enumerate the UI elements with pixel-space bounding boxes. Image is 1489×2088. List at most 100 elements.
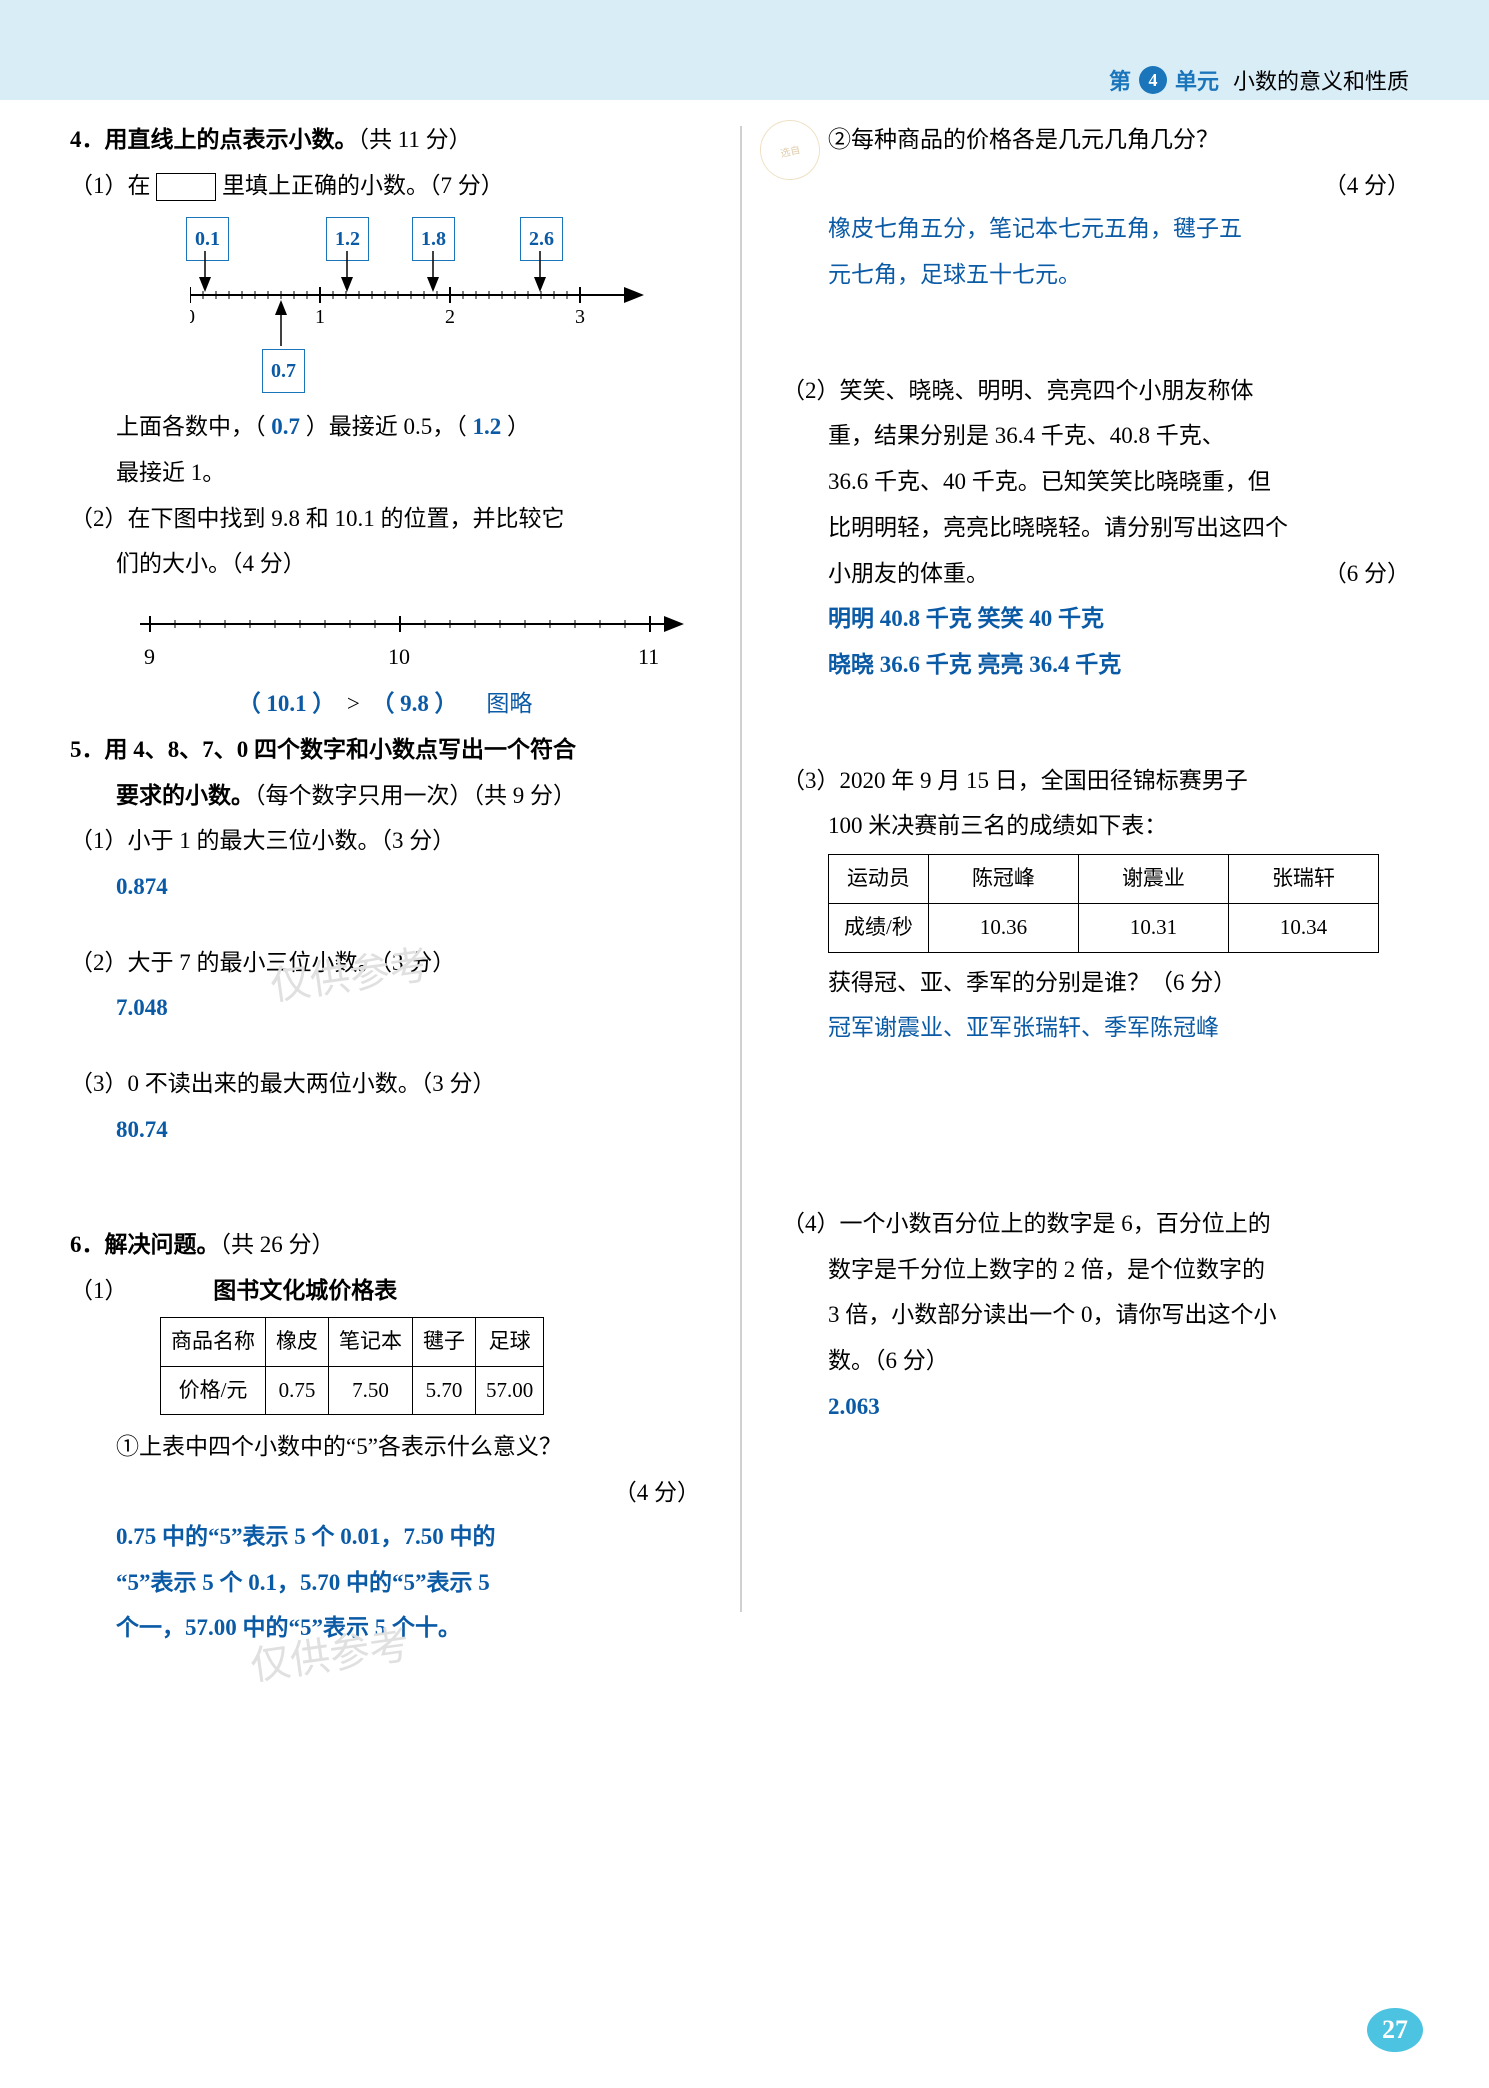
q5-title-1: 5．用 4、8、7、0 四个数字和小数点写出一个符合 [70, 728, 700, 772]
q6-p1-label: （1） 图书文化城价格表 [70, 1269, 700, 1313]
number-line-1: 0.1 1.2 1.8 2.6 [190, 217, 660, 397]
svg-text:2: 2 [445, 306, 455, 328]
page: 第 4 单元 小数的意义和性质 选自 4．用直线上的点表示小数。（共 11 分）… [0, 0, 1489, 2088]
q4-p1-conclusion-1: 上面各数中，（ 0.7 ）最接近 0.5，（ 1.2 ） [70, 405, 700, 449]
two-column-layout: 4．用直线上的点表示小数。（共 11 分） （1）在 里填上正确的小数。（7 分… [70, 118, 1410, 1652]
q4-note: 图略 [486, 691, 532, 716]
q6-p2-l5: 小朋友的体重。 （6 分） [782, 552, 1410, 596]
q4-p2-answer: （ 10.1 ） > （ 9.8 ） 图略 [70, 682, 700, 726]
svg-text:3: 3 [575, 306, 585, 328]
q4-points: （共 11 分） [358, 127, 472, 152]
td-price-label: 价格/元 [161, 1366, 266, 1415]
th-xie: 谢震业 [1078, 854, 1228, 903]
q4-ans1: 0.7 [271, 414, 300, 439]
td-price-4: 57.00 [476, 1366, 544, 1415]
q4-title-text: 4．用直线上的点表示小数。 [70, 127, 358, 152]
q6-p2-l4: 比明明轻，亮亮比晓晓轻。请分别写出这四个 [782, 506, 1410, 550]
unit-pre: 第 [1109, 64, 1131, 96]
price-table: 商品名称 橡皮 笔记本 毽子 足球 价格/元 0.75 7.50 5.70 57… [160, 1317, 544, 1416]
q5-a2: 7.048 [70, 986, 700, 1030]
table-row: 运动员 陈冠峰 谢震业 张瑞轩 [828, 854, 1378, 903]
nl1-box-bottom: 0.7 [262, 349, 305, 393]
td-price-1: 0.75 [266, 1366, 329, 1415]
nl2-label-10: 10 [388, 636, 410, 678]
q6-p4-l4: 数。（6 分） [782, 1339, 1410, 1383]
price-table-title: 图书文化城价格表 [213, 1278, 397, 1303]
blank-box-icon [156, 173, 216, 201]
q6-title: 6．解决问题。（共 26 分） [70, 1223, 700, 1267]
q4-cmp-left: （ 10.1 ） [238, 691, 336, 716]
page-number: 27 [1367, 2008, 1423, 2052]
q6-p4-l2: 数字是千分位上数字的 2 倍，是个位数字的 [782, 1248, 1410, 1292]
q5-p1: （1）小于 1 的最大三位小数。（3 分） [70, 819, 700, 863]
q6-p3-a: 冠军谢震业、亚军张瑞轩、季军陈冠峰 [782, 1006, 1410, 1050]
th-eraser: 橡皮 [266, 1317, 329, 1366]
q4-cmp-right: （ 9.8 ） [371, 691, 457, 716]
number-line-2-svg [140, 596, 700, 640]
svg-text:1: 1 [315, 306, 325, 328]
th-name: 商品名称 [161, 1317, 266, 1366]
left-column: 4．用直线上的点表示小数。（共 11 分） （1）在 里填上正确的小数。（7 分… [70, 118, 700, 1652]
q6-p2-a2: 晓晓 36.6 千克 亮亮 36.4 千克 [782, 643, 1410, 687]
number-line-2: 9 10 11 [140, 596, 700, 676]
th-chen: 陈冠峰 [928, 854, 1078, 903]
right-column: ②每种商品的价格各是几元几角几分？ （4 分） 橡皮七角五分，笔记本七元五角，毽… [782, 118, 1410, 1652]
q6-p3-q: 获得冠、亚、季军的分别是谁？（6 分） [782, 961, 1410, 1005]
q6-p4-l3: 3 倍，小数部分读出一个 0，请你写出这个小 [782, 1293, 1410, 1337]
unit-badge: 第 4 单元 小数的意义和性质 [1109, 64, 1409, 96]
td-time-2: 10.31 [1078, 903, 1228, 952]
q6-q1: ①上表中四个小数中的“5”各表示什么意义？ [70, 1425, 700, 1469]
q6-p4-l1: （4）一个小数百分位上的数字是 6，百分位上的 [782, 1202, 1410, 1246]
page-number-bubble-icon: 27 [1367, 2008, 1423, 2052]
q6-p2-pts: （6 分） [1324, 552, 1410, 596]
th-zhang: 张瑞轩 [1228, 854, 1378, 903]
q6-p2-l1: （2）笑笑、晓晓、明明、亮亮四个小朋友称体 [782, 369, 1410, 413]
q4-p1: （1）在 里填上正确的小数。（7 分） [70, 164, 700, 208]
q6-p2-l3: 36.6 千克、40 千克。已知笑笑比晓晓重，但 [782, 460, 1410, 504]
q6-a1-2: “5”表示 5 个 0.1，5.70 中的“5”表示 5 [70, 1561, 700, 1605]
q4-cmp-op: > [347, 691, 360, 716]
nl2-label-11: 11 [638, 636, 659, 678]
q6-a1-1: 0.75 中的“5”表示 5 个 0.01，7.50 中的 [70, 1515, 700, 1559]
td-price-2: 7.50 [329, 1366, 413, 1415]
q6-p2-a1: 明明 40.8 千克 笑笑 40 千克 [782, 597, 1410, 641]
q6-a1-3: 个一，57.00 中的“5”表示 5 个十。 [70, 1606, 700, 1650]
q4-ans2: 1.2 [473, 414, 502, 439]
column-divider [740, 126, 742, 1612]
td-time-1: 10.36 [928, 903, 1078, 952]
q6-q2-a1: 橡皮七角五分，笔记本七元五角，毽子五 [782, 207, 1410, 251]
q4-title: 4．用直线上的点表示小数。（共 11 分） [70, 118, 700, 162]
unit-number-icon: 4 [1139, 66, 1167, 94]
table-row: 成绩/秒 10.36 10.31 10.34 [828, 903, 1378, 952]
td-time-3: 10.34 [1228, 903, 1378, 952]
q5-a3: 80.74 [70, 1108, 700, 1152]
q4-p1-pre: （1）在 [70, 173, 151, 198]
th-football: 足球 [476, 1317, 544, 1366]
q4-p2-line1: （2）在下图中找到 9.8 和 10.1 的位置，并比较它 [70, 497, 700, 541]
q6-p3-l2: 100 米决赛前三名的成绩如下表： [782, 804, 1410, 848]
q4-p1-conclusion-2: 最接近 1。 [70, 451, 700, 495]
td-time-label: 成绩/秒 [828, 903, 928, 952]
q6-p4-a: 2.063 [782, 1385, 1410, 1429]
q4-p1-post: 里填上正确的小数。（7 分） [222, 173, 504, 198]
q6-p3-l1: （3）2020 年 9 月 15 日，全国田径锦标赛男子 [782, 759, 1410, 803]
unit-subtitle: 小数的意义和性质 [1233, 64, 1409, 96]
q5-title-2: 要求的小数。（每个数字只用一次）（共 9 分） [70, 774, 700, 818]
unit-post: 单元 [1175, 64, 1219, 96]
race-table: 运动员 陈冠峰 谢震业 张瑞轩 成绩/秒 10.36 10.31 10.34 [828, 854, 1379, 953]
th-athlete: 运动员 [828, 854, 928, 903]
q5-p2: （2）大于 7 的最小三位小数。（3 分） [70, 941, 700, 985]
th-notebook: 笔记本 [329, 1317, 413, 1366]
q6-q2: ②每种商品的价格各是几元几角几分？ [782, 118, 1410, 162]
td-price-3: 5.70 [413, 1366, 476, 1415]
table-row: 商品名称 橡皮 笔记本 毽子 足球 [161, 1317, 544, 1366]
table-row: 价格/元 0.75 7.50 5.70 57.00 [161, 1366, 544, 1415]
nl2-label-9: 9 [144, 636, 155, 678]
q5-p3: （3）0 不读出来的最大两位小数。（3 分） [70, 1062, 700, 1106]
number-line-svg: 0 1 2 3 [190, 251, 660, 361]
q6-q2-a2: 元七角，足球五十七元。 [782, 253, 1410, 297]
q5-a1: 0.874 [70, 865, 700, 909]
th-shuttle: 毽子 [413, 1317, 476, 1366]
q6-p2-l2: 重，结果分别是 36.4 千克、40.8 千克、 [782, 414, 1410, 458]
svg-text:0: 0 [190, 306, 195, 328]
